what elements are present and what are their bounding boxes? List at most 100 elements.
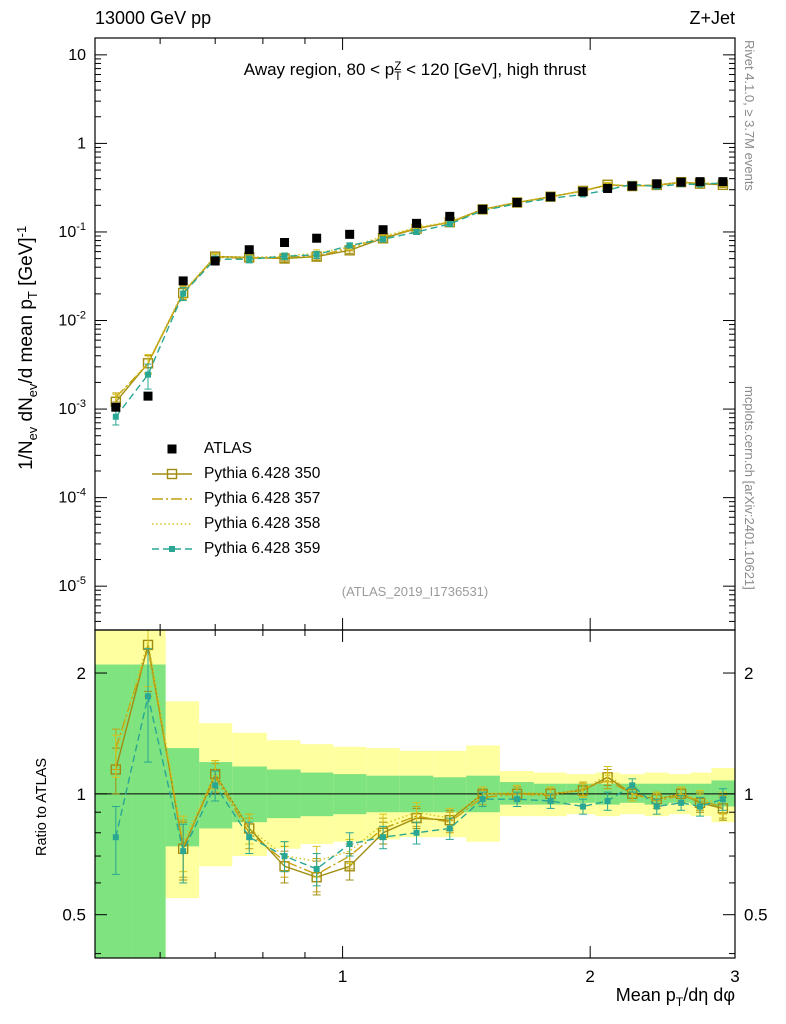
x-axis-tick-label: 2 xyxy=(585,967,594,986)
ratio-tick-label: 1 xyxy=(77,785,86,804)
legend-glyph xyxy=(152,522,192,525)
y-axis-tick-label: 10 xyxy=(68,47,86,64)
series-line-pythia-357 xyxy=(115,181,723,398)
data-marker xyxy=(413,228,420,235)
data-marker xyxy=(112,834,119,841)
legend-label: Pythia 6.428 359 xyxy=(204,539,321,557)
x-axis-tick-label: 1 xyxy=(338,967,347,986)
legend: ATLAS Pythia 6.428 350 Pythia 6.428 357 Pyt… xyxy=(150,436,320,561)
atlas-data-points xyxy=(111,177,728,412)
data-marker xyxy=(446,221,453,228)
ratio-tick-label: 2 xyxy=(77,664,86,683)
ratio-tick-label: 1 xyxy=(744,785,753,804)
mcplots-reference-note: mcplots.cern.ch [arXiv:2401.10621] xyxy=(742,386,757,590)
legend-item: Pythia 6.428 357 xyxy=(150,486,320,511)
series-line-pythia-350 xyxy=(115,181,723,403)
data-marker xyxy=(112,413,119,420)
x-axis-title: Mean pT/dη dφ xyxy=(615,985,735,1009)
atlas-marker xyxy=(178,276,188,286)
legend-label: Pythia 6.428 350 xyxy=(204,464,321,482)
data-marker xyxy=(246,834,253,841)
data-marker xyxy=(547,797,554,804)
data-marker xyxy=(281,253,288,260)
atlas-marker xyxy=(312,233,322,243)
atlas-marker xyxy=(695,177,705,187)
legend-label: Pythia 6.428 357 xyxy=(204,489,321,507)
y-axis-tick-label: 10-2 xyxy=(58,310,86,330)
x-axis-tick-label: 3 xyxy=(730,967,739,986)
ratio-tick-label: 2 xyxy=(744,664,753,683)
top-panel-series xyxy=(110,176,729,426)
data-marker xyxy=(446,825,453,832)
series-line-pythia-359 xyxy=(115,182,723,418)
ratio-panel-series xyxy=(110,630,729,896)
data-marker xyxy=(380,834,387,841)
green-band-bin xyxy=(199,762,233,829)
atlas-marker xyxy=(718,177,728,187)
data-marker xyxy=(479,796,486,803)
atlas-marker xyxy=(512,198,522,208)
legend-glyph xyxy=(152,497,192,500)
data-marker xyxy=(346,242,353,249)
ratio-tick-label: 0.5 xyxy=(62,906,86,925)
atlas-marker xyxy=(603,183,613,193)
atlas-marker xyxy=(478,204,488,214)
ratio-y-axis-title: Ratio to ATLAS xyxy=(34,757,50,856)
beam-energy-label: 13000 GeV pp xyxy=(95,8,212,28)
data-marker xyxy=(514,796,521,803)
data-marker xyxy=(604,797,611,804)
y-axis-tick-label: 10-5 xyxy=(58,575,86,595)
atlas-marker xyxy=(578,187,588,197)
legend-glyph xyxy=(167,444,177,453)
data-marker xyxy=(678,799,685,806)
data-marker xyxy=(212,782,219,789)
data-marker xyxy=(346,841,353,848)
y-axis-tick-label: 10-4 xyxy=(58,487,86,507)
process-label: Z+Jet xyxy=(689,8,735,28)
atlas-marker xyxy=(676,177,686,187)
atlas-marker xyxy=(111,402,121,412)
atlas-marker xyxy=(345,229,355,239)
ratio-tick-label: 0.5 xyxy=(744,906,768,925)
atlas-marker xyxy=(378,225,388,235)
atlas-marker xyxy=(445,211,455,221)
ratio-line-pythia-357 xyxy=(115,648,724,876)
data-marker xyxy=(313,251,320,258)
green-band-bin xyxy=(433,777,467,813)
atlas-marker xyxy=(652,179,662,189)
legend-label: Pythia 6.428 358 xyxy=(204,514,321,532)
legend-item: Pythia 6.428 359 xyxy=(150,536,320,561)
plot-title: Away region, 80 < pZT < 120 [GeV], high … xyxy=(243,60,587,83)
analysis-watermark: (ATLAS_2019_I1736531) xyxy=(341,584,489,599)
data-marker xyxy=(413,829,420,836)
atlas-marker xyxy=(280,238,290,248)
data-marker xyxy=(653,803,660,810)
legend-item: Pythia 6.428 350 xyxy=(150,461,320,486)
legend-glyph xyxy=(152,545,192,552)
y-axis-title: 1/Nev dNev/d mean pT [GeV]-1 xyxy=(14,225,41,470)
data-marker xyxy=(579,803,586,810)
data-marker xyxy=(719,796,726,803)
legend-label: ATLAS xyxy=(204,439,252,457)
atlas-marker xyxy=(627,181,637,191)
atlas-marker xyxy=(143,391,153,401)
data-marker xyxy=(180,290,187,297)
data-marker xyxy=(145,371,152,378)
y-axis-tick-label: 10-1 xyxy=(58,221,86,241)
series-line-pythia-358 xyxy=(115,181,723,400)
atlas-marker xyxy=(546,192,556,202)
atlas-marker xyxy=(244,245,254,255)
y-axis-tick-label: 10-3 xyxy=(58,398,86,418)
y-axis-tick-label: 1 xyxy=(77,135,86,152)
data-marker xyxy=(246,256,253,263)
data-marker xyxy=(281,853,288,860)
data-marker xyxy=(313,865,320,872)
legend-glyph xyxy=(152,468,192,479)
data-marker xyxy=(180,848,187,855)
data-marker xyxy=(629,782,636,789)
data-marker xyxy=(380,236,387,243)
atlas-marker xyxy=(210,256,220,266)
atlas-marker xyxy=(412,218,422,228)
